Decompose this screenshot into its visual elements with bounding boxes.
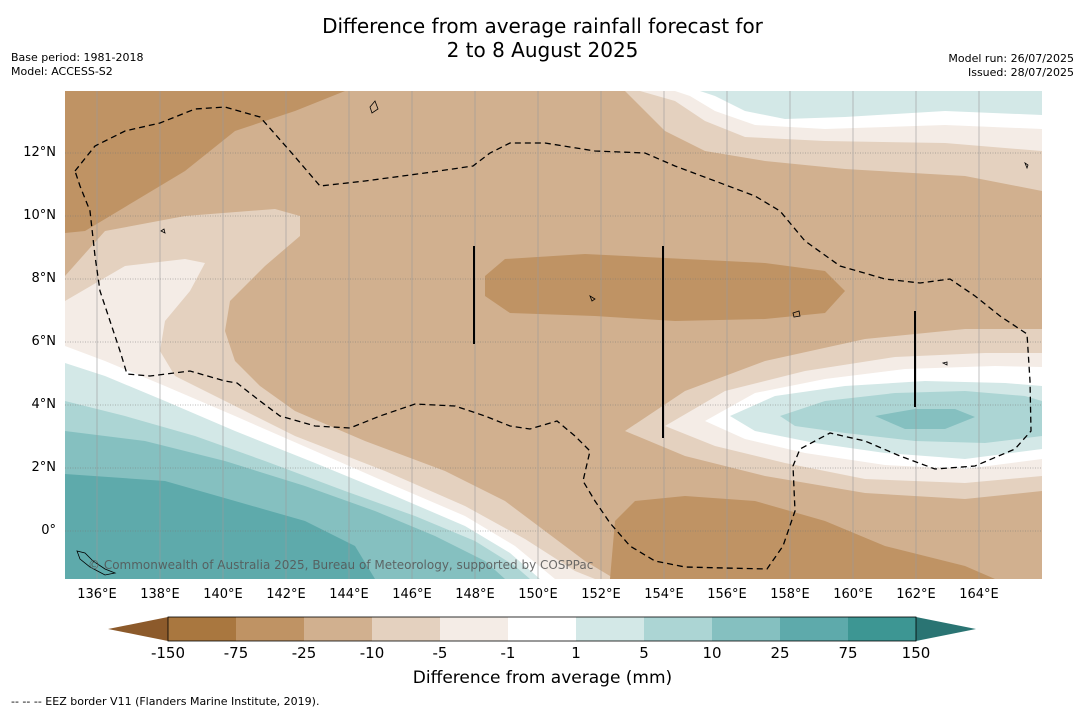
colorbar-extend-low xyxy=(108,617,168,641)
fill-central-dark xyxy=(485,254,845,321)
fill-south-dark xyxy=(610,496,995,579)
lat-label-4n: 4°N xyxy=(31,397,57,412)
model-name: Model: ACCESS-S2 xyxy=(11,65,113,78)
islands xyxy=(76,100,1029,576)
fill-top-left-dark xyxy=(65,91,345,233)
rainfall-map xyxy=(65,91,1042,579)
lon-label-140e: 140°E xyxy=(203,587,243,602)
lat-label-6n: 6°N xyxy=(31,334,57,349)
footnote: -- -- -- EEZ border V11 (Flanders Marine… xyxy=(11,695,320,708)
lon-label-152e: 152°E xyxy=(581,587,621,602)
colorbar-segment xyxy=(712,617,780,641)
colorbar-label: -5 xyxy=(432,644,448,662)
meta-right: Model run: 26/07/2025 Issued: 28/07/2025 xyxy=(948,52,1074,80)
colorbar-label: 75 xyxy=(838,644,858,662)
chart-title: Difference from average rainfall forecas… xyxy=(0,14,1085,62)
colorbar-segment xyxy=(440,617,508,641)
lon-label-160e: 160°E xyxy=(833,587,873,602)
lon-label-138e: 138°E xyxy=(140,587,180,602)
colorbar xyxy=(108,616,976,642)
copyright-notice: © Commonwealth of Australia 2025, Bureau… xyxy=(88,558,594,572)
lat-label-0: 0° xyxy=(41,523,56,538)
title-line-1: Difference from average rainfall forecas… xyxy=(322,14,763,38)
map-svg xyxy=(65,91,1042,579)
lon-label-154e: 154°E xyxy=(644,587,684,602)
lon-label-162e: 162°E xyxy=(896,587,936,602)
lon-label-142e: 142°E xyxy=(266,587,306,602)
fill-sw-teal4 xyxy=(65,474,375,579)
colorbar-label: 25 xyxy=(770,644,790,662)
lon-label-144e: 144°E xyxy=(329,587,369,602)
model-run: Model run: 26/07/2025 xyxy=(948,52,1074,65)
fill-top-right-teal xyxy=(700,91,1042,119)
colorbar-label: -25 xyxy=(291,644,317,662)
title-line-2: 2 to 8 August 2025 xyxy=(446,38,639,62)
colorbar-label: -75 xyxy=(223,644,249,662)
base-period: Base period: 1981-2018 xyxy=(11,51,144,64)
colorbar-segment xyxy=(644,617,712,641)
issued-date: Issued: 28/07/2025 xyxy=(967,66,1074,79)
colorbar-title: Difference from average (mm) xyxy=(412,668,673,688)
colorbar-segment xyxy=(848,617,916,641)
meta-left: Base period: 1981-2018 Model: ACCESS-S2 xyxy=(11,51,143,79)
colorbar-segment xyxy=(304,617,372,641)
colorbar-segment xyxy=(576,617,644,641)
lat-label-8n: 8°N xyxy=(31,271,57,286)
colorbar-label: -1 xyxy=(500,644,516,662)
graticule xyxy=(65,152,1042,532)
colorbar-segment xyxy=(780,617,848,641)
lon-label-146e: 146°E xyxy=(392,587,432,602)
colorbar-segment xyxy=(168,617,236,641)
lon-label-158e: 158°E xyxy=(770,587,810,602)
colorbar-label: 5 xyxy=(639,644,649,662)
colorbar-segment xyxy=(372,617,440,641)
lon-label-136e: 136°E xyxy=(77,587,117,602)
lon-label-148e: 148°E xyxy=(455,587,495,602)
colorbar-label: 10 xyxy=(702,644,722,662)
colorbar-label: -150 xyxy=(150,644,186,662)
colorbar-segment xyxy=(236,617,304,641)
colorbar-segment xyxy=(508,617,576,641)
fill-east-teal3 xyxy=(875,409,975,429)
colorbar-label: -10 xyxy=(359,644,385,662)
lat-label-10n: 10°N xyxy=(23,208,56,223)
colorbar-label: 1 xyxy=(571,644,581,662)
lat-label-2n: 2°N xyxy=(31,460,57,475)
lon-label-164e: 164°E xyxy=(959,587,999,602)
lat-label-12n: 12°N xyxy=(23,145,56,160)
vertical-markers xyxy=(473,246,916,438)
colorbar-label: 150 xyxy=(901,644,931,662)
lon-label-150e: 150°E xyxy=(518,587,558,602)
eez-border xyxy=(74,106,1032,570)
lon-label-156e: 156°E xyxy=(707,587,747,602)
colorbar-extend-high xyxy=(916,617,976,641)
